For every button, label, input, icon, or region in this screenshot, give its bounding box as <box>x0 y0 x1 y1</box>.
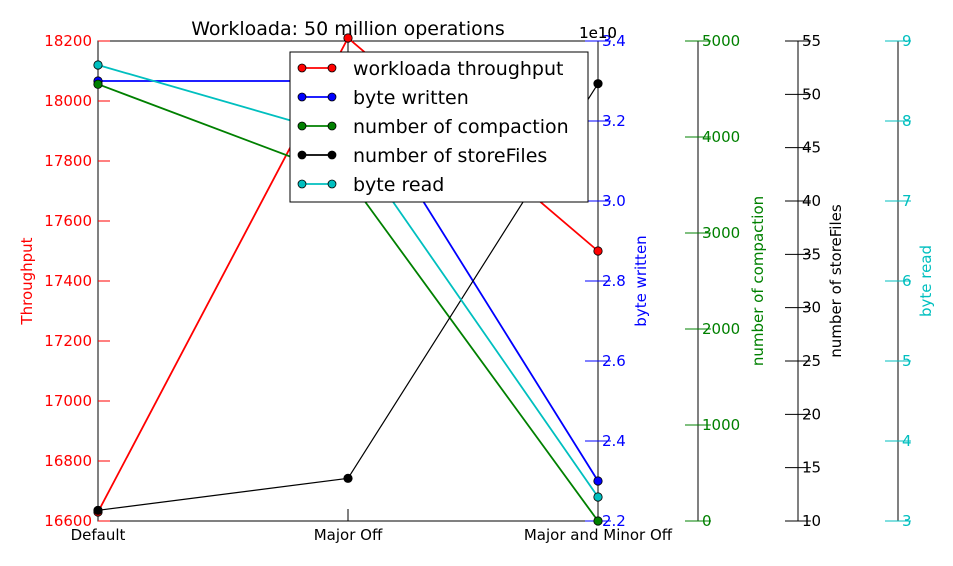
y-tick-label: 10 <box>802 512 821 530</box>
legend: workloada throughput byte written number o… <box>289 51 589 203</box>
x-tick-label: Major Off <box>314 526 383 544</box>
x-tick-label: Default <box>71 526 126 544</box>
y-axis-label: Throughput <box>18 237 36 325</box>
legend-marker <box>297 63 307 73</box>
y-tick-label: 2.8 <box>602 272 626 290</box>
y-tick-label: 17200 <box>44 332 92 350</box>
axis-multiplier: 1e10 <box>579 24 617 42</box>
legend-marker <box>297 179 307 189</box>
y-tick-label: 4 <box>902 432 912 450</box>
y-tick-label: 3.2 <box>602 112 626 130</box>
data-point <box>593 492 603 502</box>
y-tick-label: 40 <box>802 192 821 210</box>
legend-box <box>289 51 589 203</box>
y-tick-label: 6 <box>902 272 912 290</box>
y-tick-label: 1000 <box>702 416 740 434</box>
series-storefiles <box>93 79 603 515</box>
y-tick-label: 2.4 <box>602 432 626 450</box>
legend-marker <box>297 92 307 102</box>
y-tick-label: 17000 <box>44 392 92 410</box>
y-tick-label: 3 <box>902 512 912 530</box>
data-point <box>593 516 603 526</box>
y-axis-label: byte read <box>917 245 935 317</box>
data-point <box>343 33 353 43</box>
y-tick-label: 15 <box>802 459 821 477</box>
y-tick-label: 2.2 <box>602 512 626 530</box>
legend-marker <box>327 92 337 102</box>
y-tick-label: 2.6 <box>602 352 626 370</box>
y-axis-label: number of storeFiles <box>827 204 845 358</box>
legend-label: number of storeFiles <box>353 145 547 167</box>
y-tick-label: 55 <box>802 32 821 50</box>
y-tick-label: 3000 <box>702 224 740 242</box>
data-point <box>593 476 603 486</box>
x-tick-label: Major and Minor Off <box>524 526 673 544</box>
y-tick-label: 5 <box>902 352 912 370</box>
legend-marker <box>327 179 337 189</box>
y-tick-label: 30 <box>802 299 821 317</box>
y-tick-label: 8 <box>902 112 912 130</box>
y-tick-label: 50 <box>802 85 821 103</box>
y-tick-label: 4000 <box>702 128 740 146</box>
y-tick-label: 3.4 <box>602 32 626 50</box>
y-tick-label: 16800 <box>44 452 92 470</box>
legend-label: number of compaction <box>353 116 569 138</box>
y-tick-label: 17600 <box>44 212 92 230</box>
axis-multiplier: 1e10 <box>579 24 617 42</box>
y-tick-label: 3.0 <box>602 192 626 210</box>
y-tick-label: 7 <box>902 192 912 210</box>
legend-marker <box>327 150 337 160</box>
y-axis-label: byte written <box>632 235 650 326</box>
legend-marker <box>297 121 307 131</box>
y-tick-label: 5000 <box>702 32 740 50</box>
legend-label: workloada throughput <box>353 58 563 80</box>
y-tick-label: 9 <box>902 32 912 50</box>
y-tick-label: 17800 <box>44 152 92 170</box>
legend-label: byte written <box>353 87 469 109</box>
y-tick-label: 16600 <box>44 512 92 530</box>
legend-label: byte read <box>353 174 444 196</box>
data-point <box>593 79 603 89</box>
data-point <box>93 505 103 515</box>
axis-storefiles: 10 15 20 25 30 35 40 45 50 55 number of storeFiles <box>785 32 845 530</box>
data-point <box>93 60 103 70</box>
y-tick-label: 2000 <box>702 320 740 338</box>
y-tick-label: 0 <box>702 512 712 530</box>
y-tick-label: 25 <box>802 352 821 370</box>
y-tick-label: 17400 <box>44 272 92 290</box>
axis-bytes_written: 2.2 2.4 2.6 2.8 3.0 3.2 3.4 byte written 1e10 <box>579 24 650 530</box>
y-tick-label: 18000 <box>44 92 92 110</box>
legend-marker <box>297 150 307 160</box>
legend-marker <box>327 121 337 131</box>
y-tick-label: 20 <box>802 405 821 423</box>
y-tick-label: 45 <box>802 139 821 157</box>
chart-title: Workloada: 50 million operations <box>191 18 504 40</box>
data-point <box>343 473 353 483</box>
data-point <box>93 79 103 89</box>
data-point <box>593 246 603 256</box>
y-tick-label: 18200 <box>44 32 92 50</box>
y-axis-label: number of compaction <box>749 196 767 366</box>
axis-compactions: 0 1000 2000 3000 4000 5000 number of compactio… <box>685 32 767 530</box>
legend-marker <box>327 63 337 73</box>
axis-throughput: 16600 16800 17000 17200 17400 17600 17800 18000… <box>18 32 110 530</box>
y-tick-label: 35 <box>802 245 821 263</box>
